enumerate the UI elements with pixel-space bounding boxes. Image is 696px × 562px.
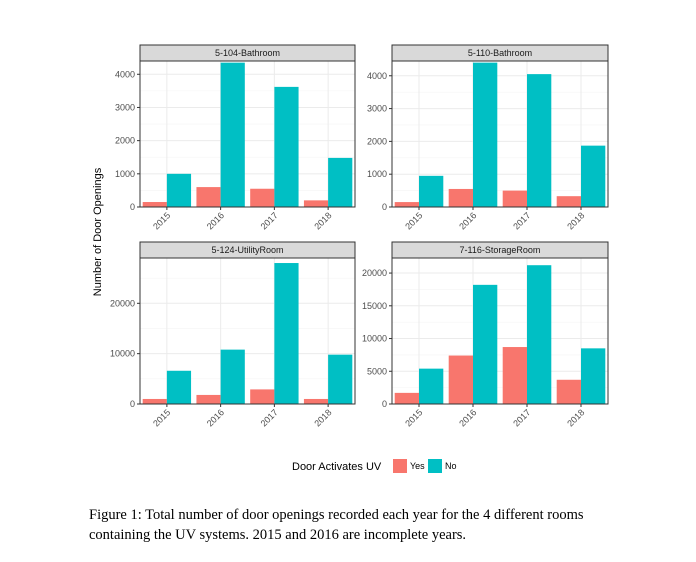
panel-5-110-bathroom: 5-110-Bathroom 0 1000 2000 3000 4000 2015 2016 2… xyxy=(367,44,609,232)
y-tick-label: 5000 xyxy=(367,366,387,376)
bar-yes-2016 xyxy=(196,394,221,404)
x-tick-label: 2017 xyxy=(259,210,280,231)
panel-border xyxy=(139,60,356,208)
panel-5-124-utilityroom: 5-124-UtilityRoom 0 10000 20000 2015 2016 2017… xyxy=(110,241,356,429)
bar-yes-2015 xyxy=(142,202,167,207)
bar-no-2017 xyxy=(527,265,552,404)
y-tick-label: 20000 xyxy=(110,298,135,308)
x-tick-label: 2018 xyxy=(565,407,586,428)
bar-no-2018 xyxy=(328,157,353,207)
x-tick-label: 2016 xyxy=(205,407,226,428)
bar-no-2017 xyxy=(274,263,299,404)
y-tick-label: 0 xyxy=(130,202,135,212)
x-tick-label: 2018 xyxy=(312,210,333,231)
x-tick-label: 2015 xyxy=(151,210,172,231)
panel-title: 5-110-Bathroom xyxy=(468,48,532,58)
faceted-bar-chart: Number of Door Openings 5-104-Bathroom 0 1… xyxy=(92,44,609,473)
legend: Door Activates UV Yes No xyxy=(292,459,457,473)
y-tick-label: 10000 xyxy=(362,334,387,344)
bar-yes-2015 xyxy=(142,398,167,404)
figure-caption: Figure 1: Total number of door openings … xyxy=(89,507,584,543)
bar-yes-2018 xyxy=(556,379,581,404)
panel-7-116-storageroom: 7-116-StorageRoom 0 5000 10000 15000 20000 201… xyxy=(362,241,609,429)
bar-yes-2016 xyxy=(448,188,473,207)
legend-label-no: No xyxy=(445,461,457,471)
bar-no-2015 xyxy=(419,368,444,404)
bar-yes-2015 xyxy=(394,202,419,207)
y-tick-label: 0 xyxy=(382,399,387,409)
bar-yes-2017 xyxy=(250,389,275,404)
x-tick-label: 2018 xyxy=(565,210,586,231)
panel-title: 7-116-StorageRoom xyxy=(460,245,541,255)
y-tick-label: 1000 xyxy=(115,169,135,179)
panels: 5-104-Bathroom 0 1000 2000 3000 4000 2015 2016 2… xyxy=(110,44,609,429)
panel-title: 5-124-UtilityRoom xyxy=(211,245,283,255)
legend-swatch-no xyxy=(428,459,442,473)
legend-label-yes: Yes xyxy=(410,461,425,471)
panel-title: 5-104-Bathroom xyxy=(215,48,280,58)
y-tick-label: 0 xyxy=(130,399,135,409)
y-tick-label: 4000 xyxy=(115,69,135,79)
legend-title: Door Activates UV xyxy=(292,461,382,473)
bar-yes-2018 xyxy=(556,196,581,207)
panel-border xyxy=(391,257,609,405)
x-tick-label: 2016 xyxy=(457,407,478,428)
bar-no-2018 xyxy=(328,354,353,404)
bar-yes-2016 xyxy=(196,187,221,207)
bar-yes-2017 xyxy=(502,190,527,207)
x-tick-label: 2015 xyxy=(403,407,424,428)
y-axis-label: Number of Door Openings xyxy=(92,167,104,296)
panel-border xyxy=(139,257,356,405)
bar-yes-2018 xyxy=(303,398,329,404)
bar-no-2018 xyxy=(581,348,606,404)
bar-no-2015 xyxy=(419,175,444,207)
bar-yes-2016 xyxy=(448,355,473,404)
y-tick-label: 1000 xyxy=(367,169,387,179)
bar-yes-2015 xyxy=(394,392,419,404)
x-tick-label: 2016 xyxy=(457,210,478,231)
bar-yes-2017 xyxy=(502,347,527,404)
y-tick-label: 20000 xyxy=(362,268,387,278)
x-tick-label: 2015 xyxy=(151,407,172,428)
y-tick-label: 2000 xyxy=(367,136,387,146)
y-tick-label: 0 xyxy=(382,202,387,212)
bar-yes-2017 xyxy=(250,188,275,207)
y-tick-label: 15000 xyxy=(362,301,387,311)
bar-no-2017 xyxy=(274,86,299,207)
x-tick-label: 2016 xyxy=(205,210,226,231)
y-tick-label: 10000 xyxy=(110,349,135,359)
panel-border xyxy=(391,60,609,208)
y-tick-label: 3000 xyxy=(367,104,387,114)
bar-no-2016 xyxy=(473,284,498,404)
legend-swatch-yes xyxy=(393,459,407,473)
bar-no-2016 xyxy=(220,62,245,208)
y-tick-label: 2000 xyxy=(115,136,135,146)
bar-no-2016 xyxy=(220,349,245,404)
x-tick-label: 2018 xyxy=(312,407,333,428)
bar-no-2015 xyxy=(166,370,192,404)
bar-no-2015 xyxy=(166,173,192,207)
x-tick-label: 2015 xyxy=(403,210,424,231)
bar-no-2018 xyxy=(581,145,606,207)
bar-no-2016 xyxy=(473,62,498,208)
x-tick-label: 2017 xyxy=(259,407,280,428)
x-tick-label: 2017 xyxy=(511,407,532,428)
panel-5-104-bathroom: 5-104-Bathroom 0 1000 2000 3000 4000 2015 2016 2… xyxy=(115,44,356,232)
bar-yes-2018 xyxy=(303,200,329,207)
bar-no-2017 xyxy=(527,74,552,207)
y-tick-label: 4000 xyxy=(367,71,387,81)
x-tick-label: 2017 xyxy=(511,210,532,231)
y-tick-label: 3000 xyxy=(115,102,135,112)
